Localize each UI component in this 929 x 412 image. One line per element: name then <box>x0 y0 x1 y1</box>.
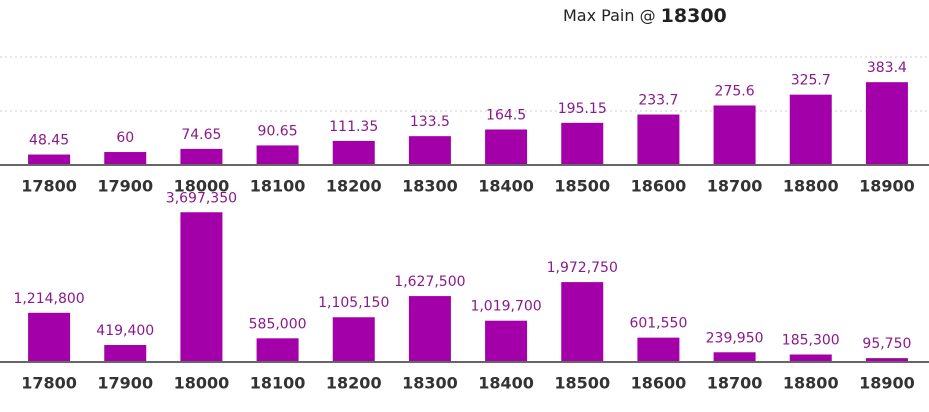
x-tick-label: 18400 <box>478 374 534 393</box>
x-tick-label: 18900 <box>859 374 915 393</box>
value-label: 60 <box>116 130 134 146</box>
x-tick-label: 18200 <box>326 374 382 393</box>
value-label: 383.4 <box>867 60 907 76</box>
value-label: 1,105,150 <box>318 295 389 311</box>
bar <box>180 148 223 165</box>
bar <box>789 94 832 165</box>
value-label: 1,972,750 <box>547 260 618 276</box>
bar <box>104 345 147 362</box>
bar <box>180 212 223 362</box>
value-label: 1,019,700 <box>470 299 541 315</box>
bar <box>865 358 908 362</box>
value-label: 164.5 <box>486 107 526 123</box>
x-tick-label: 17800 <box>21 374 77 393</box>
value-label: 195.15 <box>558 101 607 117</box>
value-label: 133.5 <box>410 114 450 130</box>
x-tick-label: 18300 <box>402 374 458 393</box>
x-tick-label: 17800 <box>21 177 77 196</box>
value-label: 90.65 <box>258 123 298 139</box>
bar <box>485 129 528 165</box>
value-label: 185,300 <box>782 332 840 348</box>
value-label: 1,214,800 <box>13 291 84 307</box>
x-tick-label: 18700 <box>707 374 763 393</box>
value-label: 1,627,500 <box>394 274 465 290</box>
title-highlight: 18300 <box>661 5 727 27</box>
x-tick-label: 18900 <box>859 177 915 196</box>
x-tick-label: 18600 <box>631 374 687 393</box>
x-tick-label: 18000 <box>174 177 230 196</box>
value-label: 111.35 <box>329 119 378 135</box>
bar <box>28 154 71 165</box>
bar <box>256 338 299 362</box>
x-tick-label: 18100 <box>250 177 306 196</box>
x-tick-label: 18000 <box>174 374 230 393</box>
x-tick-label: 18100 <box>250 374 306 393</box>
x-tick-label: 18400 <box>478 177 534 196</box>
x-tick-label: 18800 <box>783 374 839 393</box>
x-tick-label: 18800 <box>783 177 839 196</box>
bar <box>332 317 375 362</box>
value-label: 74.65 <box>181 127 221 143</box>
value-label: 601,550 <box>629 316 687 332</box>
bar <box>637 114 680 165</box>
bar <box>408 136 451 165</box>
bar <box>332 140 375 165</box>
x-tick-label: 17900 <box>97 374 153 393</box>
bar <box>256 145 299 165</box>
bar <box>637 337 680 362</box>
bar <box>104 152 147 165</box>
bar <box>485 320 528 362</box>
x-tick-label: 18500 <box>554 374 610 393</box>
bar <box>713 352 756 362</box>
x-tick-label: 18600 <box>631 177 687 196</box>
chart-title: Max Pain @ 18300 <box>563 5 727 27</box>
value-label: 275.6 <box>715 83 755 99</box>
value-label: 585,000 <box>249 316 307 332</box>
value-label: 239,950 <box>706 330 764 346</box>
value-label: 419,400 <box>96 323 154 339</box>
bar <box>713 105 756 165</box>
bar <box>28 312 71 362</box>
bar <box>561 122 604 165</box>
x-tick-label: 18200 <box>326 177 382 196</box>
value-label: 233.7 <box>638 93 678 109</box>
x-tick-label: 18500 <box>554 177 610 196</box>
bar <box>865 82 908 165</box>
bar <box>408 296 451 362</box>
bar <box>789 354 832 362</box>
x-tick-label: 18700 <box>707 177 763 196</box>
bar <box>561 282 604 362</box>
value-label: 48.45 <box>29 133 69 149</box>
value-label: 325.7 <box>791 73 831 89</box>
title-text: Max Pain @ <box>563 6 656 25</box>
value-label: 3,697,350 <box>166 190 237 206</box>
x-tick-label: 18300 <box>402 177 458 196</box>
value-label: 95,750 <box>862 336 911 352</box>
x-tick-label: 17900 <box>97 177 153 196</box>
